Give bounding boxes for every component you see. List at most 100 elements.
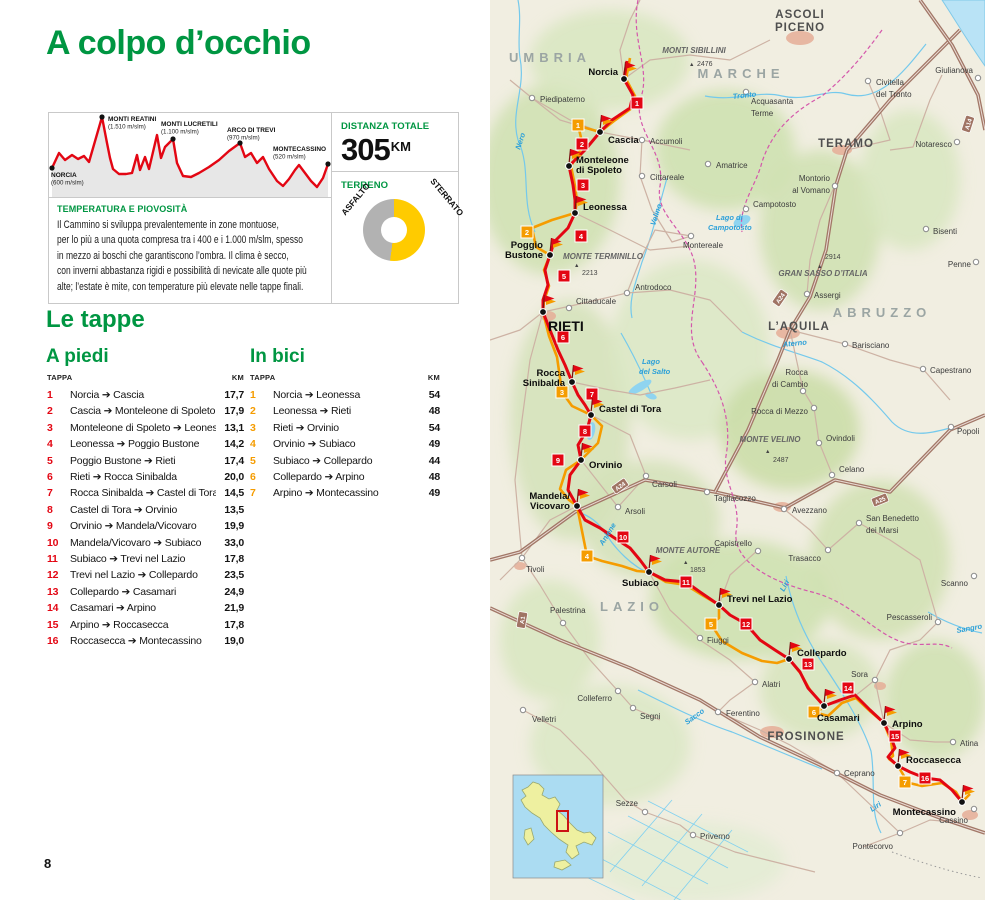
- route-town-label: Casamari: [817, 713, 860, 724]
- region-label: MARCHE: [697, 66, 784, 81]
- walk-stage-marker: 12: [739, 617, 753, 631]
- route-town: Orvinio: [577, 442, 622, 471]
- big-city-label: L’AQUILA: [768, 321, 830, 333]
- city-label: Atina: [960, 739, 979, 748]
- map-city: Cassino: [939, 805, 978, 825]
- city-dot: [831, 182, 839, 190]
- svg-text:MONTI REATINI: MONTI REATINI: [108, 116, 156, 123]
- peak-triangle-icon: ▲: [765, 449, 770, 455]
- distance-section: DISTANZA TOTALE 305KM: [332, 113, 458, 172]
- city-dot: [689, 831, 697, 839]
- peak-triangle-icon: ▲: [817, 264, 822, 270]
- stage-number: 11: [47, 553, 58, 566]
- svg-text:14: 14: [844, 684, 853, 693]
- stage-route: Mandela/Vicovaro ➔ Subiaco: [70, 536, 202, 549]
- walk-stage-marker: 15: [888, 729, 902, 743]
- walk-stage-marker: 3: [576, 178, 590, 192]
- walk-flag-icon: [825, 689, 836, 696]
- bike-stage-marker: 3: [555, 385, 569, 399]
- stage-km: 48: [428, 405, 440, 418]
- inset-highlight-rect: [556, 810, 569, 832]
- big-city-label: FROSINONE: [767, 731, 844, 743]
- stage-km: 13,1: [224, 421, 244, 434]
- climate-line: alte; l’estate è mite, con temperature p…: [57, 280, 304, 293]
- svg-text:dei Marsi: dei Marsi: [866, 526, 899, 535]
- route-town: Collepardo: [785, 641, 847, 663]
- walk-stage-marker: 1: [630, 96, 644, 110]
- city-label: Segni: [640, 712, 661, 721]
- stage-number: 6: [47, 471, 53, 484]
- city-label: Accumoli: [650, 137, 683, 146]
- stage-route: Trevi nel Lazio ➔ Collepardo: [70, 569, 198, 582]
- city-dot: [815, 439, 823, 447]
- city-label: Alatri: [762, 680, 780, 689]
- city-label: Assergi: [814, 291, 841, 300]
- route-town: Cascia: [596, 114, 639, 146]
- route-town-dot: [620, 75, 628, 83]
- stage-row: 1 Norcia ➔ Cascia 17,7: [47, 387, 244, 403]
- map-city: Ferentino: [714, 708, 760, 718]
- stage-number: 16: [47, 635, 59, 648]
- stage-route: Orvinio ➔ Mandela/Vicovaro: [70, 520, 197, 533]
- route-map: A24 A24 A25 A14 A1 1 2 3 4 5 6 7 1 2 3 4 5 6 7 8 9 10 11 12 13 14…: [480, 0, 985, 905]
- city-dot: [970, 572, 978, 580]
- stage-km: 20,0: [224, 471, 244, 484]
- map-city: Barisciano: [841, 340, 890, 350]
- city-dot: [638, 136, 646, 144]
- svg-text:4: 4: [585, 552, 590, 561]
- stage-number: 1: [47, 389, 53, 401]
- svg-text:11: 11: [682, 578, 690, 587]
- city-dot: [528, 94, 536, 102]
- svg-text:MONTI LUCRETILI: MONTI LUCRETILI: [161, 121, 218, 128]
- stage-route: Castel di Tora ➔ Orvinio: [70, 503, 178, 516]
- walk-flag-icon: [573, 365, 584, 372]
- svg-text:16: 16: [921, 774, 929, 783]
- svg-text:al Vomano: al Vomano: [792, 186, 830, 195]
- city-label: Ferentino: [726, 709, 760, 718]
- climate-line: in mezzo ai boschi che garantiscono l’om…: [57, 249, 289, 262]
- walk-flag-icon: [625, 62, 636, 69]
- region-label: ABRUZZO: [833, 305, 932, 320]
- stage-route: Cascia ➔ Monteleone di Spoleto: [70, 405, 216, 418]
- map-city: Montorio al Vomano: [792, 174, 839, 195]
- route-town-dot: [568, 378, 576, 386]
- route-town-label: di Spoleto: [576, 165, 622, 176]
- map-city: Ovindoli: [815, 434, 855, 447]
- city-dot: [841, 340, 849, 348]
- stage-route: Arpino ➔ Montecassino: [273, 487, 379, 500]
- route-town-label: Roccasecca: [906, 755, 962, 766]
- city-dot: [559, 619, 567, 627]
- map-city: Palestrina: [550, 606, 586, 627]
- map-city: Tivoli: [518, 554, 545, 574]
- svg-text:del Tronto: del Tronto: [876, 90, 912, 99]
- route-town-dot: [539, 308, 547, 316]
- city-dot: [799, 387, 807, 395]
- stage-number: 7: [47, 487, 53, 500]
- city-label: Priverno: [700, 832, 730, 841]
- peak-elevation: 1853: [690, 567, 706, 574]
- mountain-label: MONTE AUTORE: [656, 546, 721, 555]
- city-label: Colleferro: [577, 694, 612, 703]
- stage-number: 4: [47, 438, 53, 451]
- stage-row: 6 Rieti ➔ Rocca Sinibalda 20,0: [47, 469, 244, 485]
- walk-stage-marker: 16: [918, 771, 932, 785]
- stages-title: Le tappe: [46, 306, 145, 333]
- map-city: Atina: [949, 738, 979, 748]
- stage-km: 17,4: [224, 454, 244, 467]
- panel-left: NORCIA (600 m/slm) MONTI REATINI (1.510 m/s…: [48, 112, 332, 305]
- route-town-dot: [565, 162, 573, 170]
- map-city: Rocca di Cambio: [772, 368, 809, 395]
- svg-text:12: 12: [742, 620, 750, 629]
- big-city-label: PICENO: [775, 22, 825, 34]
- svg-text:1: 1: [576, 121, 580, 130]
- city-label: Rocca: [785, 368, 808, 377]
- map-city: Sora: [851, 670, 879, 684]
- city-label: Cittareale: [650, 173, 685, 182]
- stage-km: 19,0: [224, 635, 244, 648]
- bike-stage-marker: 1: [571, 118, 585, 132]
- page-title: A colpo d’occhio: [46, 24, 311, 62]
- map-city: Tagliacozzo: [703, 488, 756, 503]
- stage-number: 12: [47, 569, 59, 582]
- peak-elevation: 2213: [582, 270, 598, 277]
- walk-flag-icon: [885, 706, 896, 713]
